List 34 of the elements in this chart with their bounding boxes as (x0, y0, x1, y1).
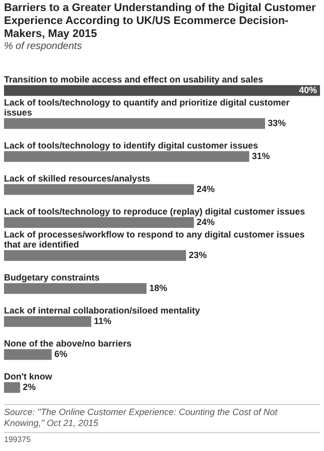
chart-title: Barriers to a Greater Understanding of the Digital Customer Experience According to UK/US Ecommerce Decision-Makers, May 2015 (3, 1, 317, 41)
bar (4, 184, 194, 195)
y-tick-label: Don't know (4, 371, 54, 382)
bar (4, 118, 266, 129)
y-tick-label: Transition to mobile access and effect on usability and sales (4, 74, 264, 84)
y-tick-label: Lack of internal collaboration/siloed mentality (4, 305, 200, 316)
y-tick-label: Lack of skilled resources/analysts (4, 173, 150, 184)
data-label: 24% (196, 216, 215, 227)
y-tick-label: Lack of tools/technology to reproduce (replay) digital customer issues (4, 206, 306, 216)
y-tick-label: Lack of processes/workflow to respond to any digital customer issues that are identified (4, 229, 305, 250)
bar (4, 382, 20, 393)
data-label: 24% (196, 184, 215, 194)
bar (4, 250, 186, 261)
bar (4, 85, 320, 96)
data-label: 11% (94, 316, 112, 326)
data-label: 23% (188, 250, 207, 260)
data-label: 31% (252, 150, 270, 161)
y-tick-label: Lack of tools/technology to identify digital customer issues (4, 140, 258, 150)
source-note: Source: "The Online Customer Experience: Counting the Cost of Not Knowing," Oct 21, 2015 (4, 407, 279, 429)
text: 199375 (4, 432, 320, 445)
bar (4, 316, 92, 327)
chart-subtitle: % of respondents (3, 41, 83, 52)
y-tick-label: Budgetary constraints (4, 272, 100, 282)
y-tick-label: Lack of tools/technology to quantify and prioritize digital customer issues (4, 97, 290, 118)
bar (4, 151, 250, 162)
data-label: 40% (298, 84, 317, 95)
data-label: 6% (54, 348, 68, 359)
bar (4, 349, 52, 360)
bar (4, 217, 194, 228)
bar (4, 283, 147, 294)
data-label: 18% (149, 282, 168, 293)
y-tick-label: None of the above/no barriers (4, 338, 132, 348)
data-label: 2% (22, 382, 36, 392)
data-label: 33% (268, 118, 286, 128)
